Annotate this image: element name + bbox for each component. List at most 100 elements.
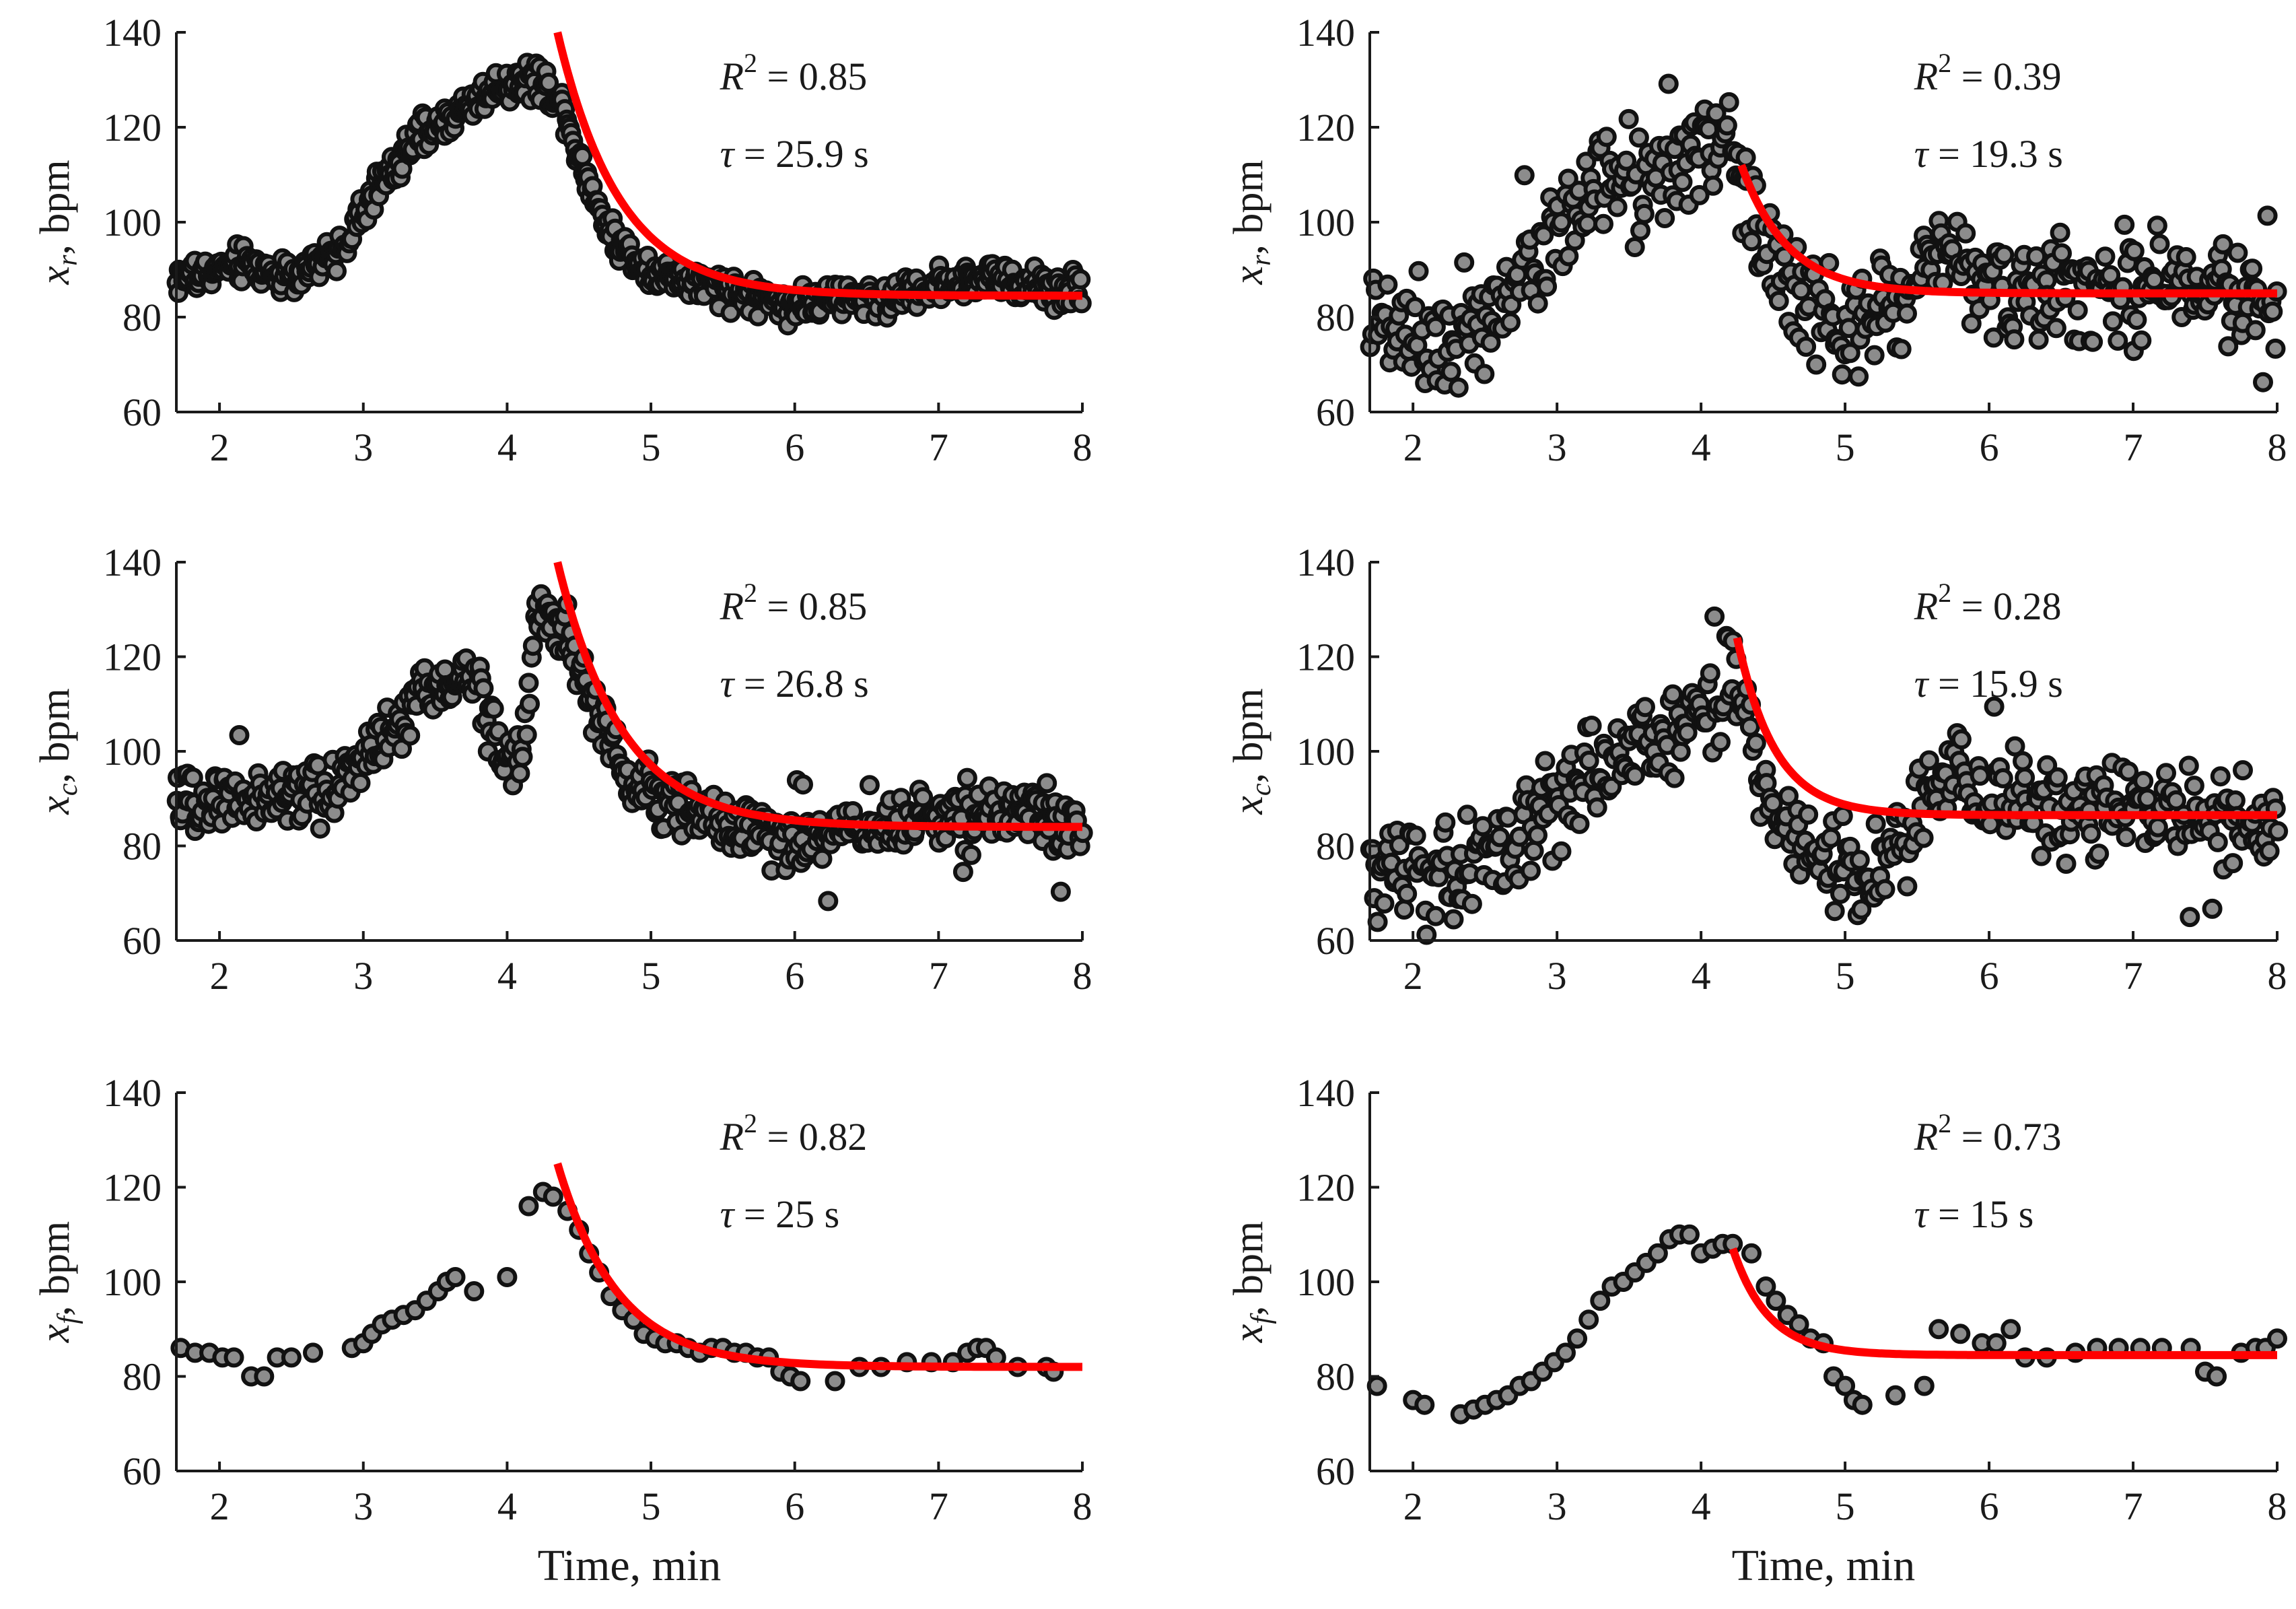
data-point bbox=[1663, 684, 1683, 705]
fit-line bbox=[553, 1162, 1084, 1371]
tau-symbol: τ bbox=[1914, 1192, 1930, 1236]
data-point bbox=[1840, 343, 1860, 364]
data-point bbox=[1718, 92, 1739, 112]
y-axis-label: xf, bpm bbox=[1226, 1221, 1277, 1343]
y-tick-label: 60 bbox=[123, 1449, 162, 1493]
r2-value: = 0.82 bbox=[757, 1115, 867, 1159]
y-label-sub: c bbox=[53, 783, 83, 796]
data-point bbox=[1986, 1333, 2007, 1354]
data-point bbox=[2015, 767, 2036, 788]
data-point bbox=[1768, 291, 1789, 311]
y-label-unit: , bpm bbox=[1226, 160, 1272, 254]
data-point bbox=[543, 1186, 563, 1207]
data-point bbox=[2124, 240, 2145, 261]
x-tick-label: 3 bbox=[1547, 1484, 1567, 1528]
data-point bbox=[1891, 339, 1912, 360]
r2-symbol: R bbox=[720, 1115, 744, 1159]
data-point bbox=[2067, 300, 2088, 320]
data-point bbox=[1500, 312, 1521, 333]
scatter-points bbox=[1360, 606, 2289, 945]
x-tick-label: 6 bbox=[1980, 425, 1999, 469]
y-tick-label: 100 bbox=[103, 201, 162, 244]
data-point bbox=[2176, 247, 2196, 267]
data-point bbox=[445, 1267, 466, 1287]
y-tick-label: 140 bbox=[1296, 541, 1355, 584]
y-tick-label: 140 bbox=[1296, 1071, 1355, 1115]
data-point bbox=[1992, 768, 2013, 788]
x-tick-label: 2 bbox=[1403, 1484, 1423, 1528]
data-point bbox=[229, 725, 250, 745]
tau-symbol: τ bbox=[1914, 662, 1930, 706]
y-tick-label: 140 bbox=[1296, 11, 1355, 55]
data-point bbox=[1766, 1291, 1786, 1311]
data-point bbox=[2001, 1319, 2021, 1340]
data-point bbox=[2037, 755, 2058, 776]
r2-exponent: 2 bbox=[744, 48, 757, 78]
data-point bbox=[2242, 259, 2263, 279]
x-tick-label: 6 bbox=[1980, 1484, 1999, 1528]
data-point bbox=[2149, 234, 2170, 254]
x-tick-label: 3 bbox=[353, 954, 373, 998]
data-point bbox=[1405, 825, 1426, 846]
data-point bbox=[1397, 883, 1418, 904]
data-point bbox=[1928, 1319, 1949, 1340]
data-point bbox=[1741, 1243, 1762, 1264]
data-point bbox=[2147, 215, 2167, 236]
data-point bbox=[1655, 208, 1675, 228]
data-point bbox=[2083, 331, 2103, 352]
data-point bbox=[2114, 214, 2135, 235]
data-point bbox=[1443, 909, 1464, 930]
x-tick-label: 5 bbox=[1836, 954, 1855, 998]
data-point bbox=[1556, 1342, 1576, 1363]
x-tick-label: 8 bbox=[1073, 1484, 1092, 1528]
x-tick-label: 3 bbox=[1547, 425, 1567, 469]
y-label-var: x bbox=[32, 796, 78, 815]
data-point bbox=[497, 1267, 518, 1287]
r-squared-annotation: R2 = 0.85 bbox=[720, 578, 868, 628]
data-point bbox=[2089, 844, 2110, 864]
data-point bbox=[2233, 760, 2253, 781]
x-tick-label: 6 bbox=[1980, 954, 1999, 998]
data-point bbox=[2028, 329, 2049, 350]
x-tick-label: 7 bbox=[2124, 425, 2143, 469]
y-label-sub: r bbox=[1246, 254, 1277, 266]
data-point bbox=[1755, 1276, 1776, 1297]
y-label-var: x bbox=[1226, 266, 1272, 285]
data-point bbox=[1405, 297, 1426, 318]
data-point bbox=[1706, 103, 1727, 124]
y-label-sub: r bbox=[53, 254, 83, 266]
x-tick-label: 3 bbox=[353, 425, 373, 469]
tau-annotation: τ = 25 s bbox=[720, 1192, 840, 1236]
data-point bbox=[2202, 898, 2223, 919]
y-tick-label: 80 bbox=[1316, 296, 1355, 339]
data-point bbox=[1679, 1224, 1700, 1245]
y-axis-label: xr, bpm bbox=[1226, 160, 1277, 285]
data-point bbox=[1377, 274, 1398, 295]
fit-line bbox=[1729, 1247, 2278, 1359]
data-point bbox=[1778, 786, 1799, 807]
y-tick-label: 100 bbox=[103, 730, 162, 774]
r2-symbol: R bbox=[1914, 584, 1938, 628]
data-point bbox=[1852, 1394, 1873, 1415]
data-point bbox=[1955, 223, 1976, 244]
x-tick-label: 8 bbox=[1073, 425, 1092, 469]
data-point bbox=[520, 693, 540, 714]
data-point bbox=[2031, 846, 2052, 866]
data-point bbox=[1983, 327, 2004, 348]
data-point bbox=[1425, 905, 1446, 926]
data-point bbox=[1634, 203, 1655, 224]
data-point bbox=[2257, 205, 2278, 226]
data-point bbox=[2118, 761, 2138, 782]
data-point bbox=[1578, 1309, 1599, 1330]
data-point bbox=[1070, 269, 1091, 289]
tau-value: = 25.9 s bbox=[734, 132, 868, 176]
data-point bbox=[2253, 372, 2273, 392]
tau-value: = 25 s bbox=[734, 1192, 839, 1236]
data-point bbox=[254, 1366, 275, 1387]
data-point bbox=[572, 145, 593, 166]
data-point bbox=[1864, 345, 1885, 366]
tau-annotation: τ = 15 s bbox=[1914, 1192, 2034, 1236]
data-point bbox=[818, 891, 839, 912]
